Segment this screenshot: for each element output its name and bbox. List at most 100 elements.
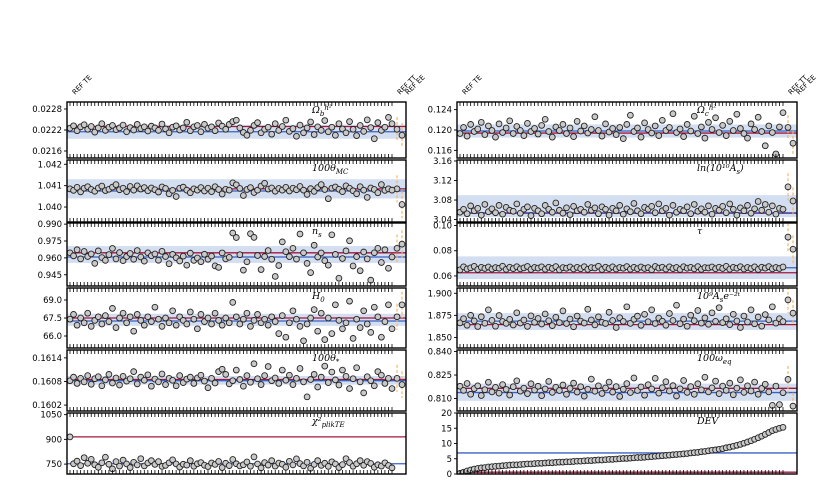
data-point	[155, 127, 162, 134]
y-tick-label: 69.0	[43, 296, 62, 306]
data-point	[370, 135, 378, 143]
panel-label: DEV	[696, 416, 720, 427]
data-point	[126, 464, 134, 471]
data-point	[463, 210, 471, 218]
panel-label: ln(10¹⁰As)	[697, 163, 744, 176]
data-point	[324, 463, 332, 470]
data-point	[534, 315, 542, 322]
y-tick-label: 1.850	[428, 333, 452, 343]
data-point	[70, 122, 77, 130]
reference-point	[398, 301, 406, 309]
data-point	[236, 376, 244, 383]
data-point	[346, 385, 353, 392]
data-point	[211, 309, 219, 317]
data-point	[169, 456, 176, 464]
data-point	[275, 330, 283, 337]
data-point	[460, 124, 467, 131]
data-point	[183, 261, 191, 269]
data-point	[612, 131, 620, 138]
data-point	[765, 316, 773, 324]
data-point	[339, 255, 346, 262]
data-point	[765, 122, 773, 130]
data-point	[694, 130, 702, 137]
panel-label: H0	[311, 291, 325, 304]
data-point	[651, 122, 659, 130]
data-point	[570, 133, 577, 140]
data-point	[509, 207, 517, 215]
data-point	[552, 199, 560, 207]
y-tick-label: 0.990	[38, 220, 62, 230]
data-point	[460, 315, 467, 323]
data-point	[495, 202, 503, 209]
data-point	[467, 390, 474, 398]
y-tick-label: 0.06	[433, 272, 452, 282]
y-tick-label: 0.08	[433, 247, 452, 257]
data-point	[740, 389, 748, 396]
data-point	[548, 133, 556, 141]
data-point	[495, 389, 503, 397]
data-point	[303, 393, 311, 401]
data-point	[559, 381, 567, 389]
data-point	[715, 304, 723, 312]
data-point	[502, 124, 510, 132]
data-point	[769, 129, 776, 136]
data-point	[271, 120, 279, 128]
data-point	[186, 457, 194, 464]
data-point	[719, 382, 727, 390]
data-point	[570, 203, 577, 210]
data-point	[719, 122, 727, 129]
data-point	[715, 129, 723, 136]
panel-plot-area	[457, 365, 797, 411]
data-point	[619, 385, 627, 393]
data-point	[144, 313, 152, 321]
data-point	[754, 390, 762, 398]
data-point	[155, 458, 162, 465]
data-point	[463, 132, 471, 140]
data-point	[261, 315, 268, 323]
data-point	[204, 314, 212, 322]
data-point	[694, 307, 702, 314]
data-point	[740, 207, 748, 215]
data-point	[165, 260, 173, 268]
panel-right-4: 0.810 0.825 0.840 100ωeq	[428, 348, 798, 412]
data-point	[254, 252, 261, 259]
data-point	[201, 377, 208, 385]
data-point	[278, 366, 286, 374]
data-point	[133, 461, 141, 469]
data-point	[580, 208, 588, 216]
data-point	[623, 380, 631, 387]
data-point	[70, 311, 77, 318]
data-point	[278, 238, 286, 246]
data-point	[548, 389, 556, 396]
data-point	[513, 309, 521, 317]
data-point	[563, 390, 570, 398]
y-tick-label: 3.12	[433, 177, 452, 187]
data-point	[328, 123, 336, 131]
data-point	[627, 389, 634, 396]
data-point	[556, 319, 563, 326]
data-point	[218, 249, 226, 257]
data-point	[282, 333, 290, 341]
data-point	[637, 321, 645, 329]
data-point	[779, 109, 787, 117]
data-point	[123, 188, 130, 195]
data-point	[726, 200, 734, 208]
data-point	[524, 203, 531, 211]
data-point	[463, 380, 471, 387]
data-point	[243, 309, 251, 317]
data-point	[481, 386, 489, 394]
reference-point	[789, 245, 797, 253]
data-point	[587, 316, 595, 324]
panel-plot-area	[67, 291, 406, 345]
data-point	[687, 383, 695, 390]
data-point	[499, 381, 506, 388]
data-point	[758, 385, 766, 392]
data-point	[296, 323, 304, 330]
data-point	[314, 383, 322, 391]
data-point	[765, 388, 773, 396]
data-point	[268, 130, 276, 138]
data-point	[296, 121, 304, 129]
data-point	[133, 247, 141, 254]
data-point	[268, 313, 276, 321]
